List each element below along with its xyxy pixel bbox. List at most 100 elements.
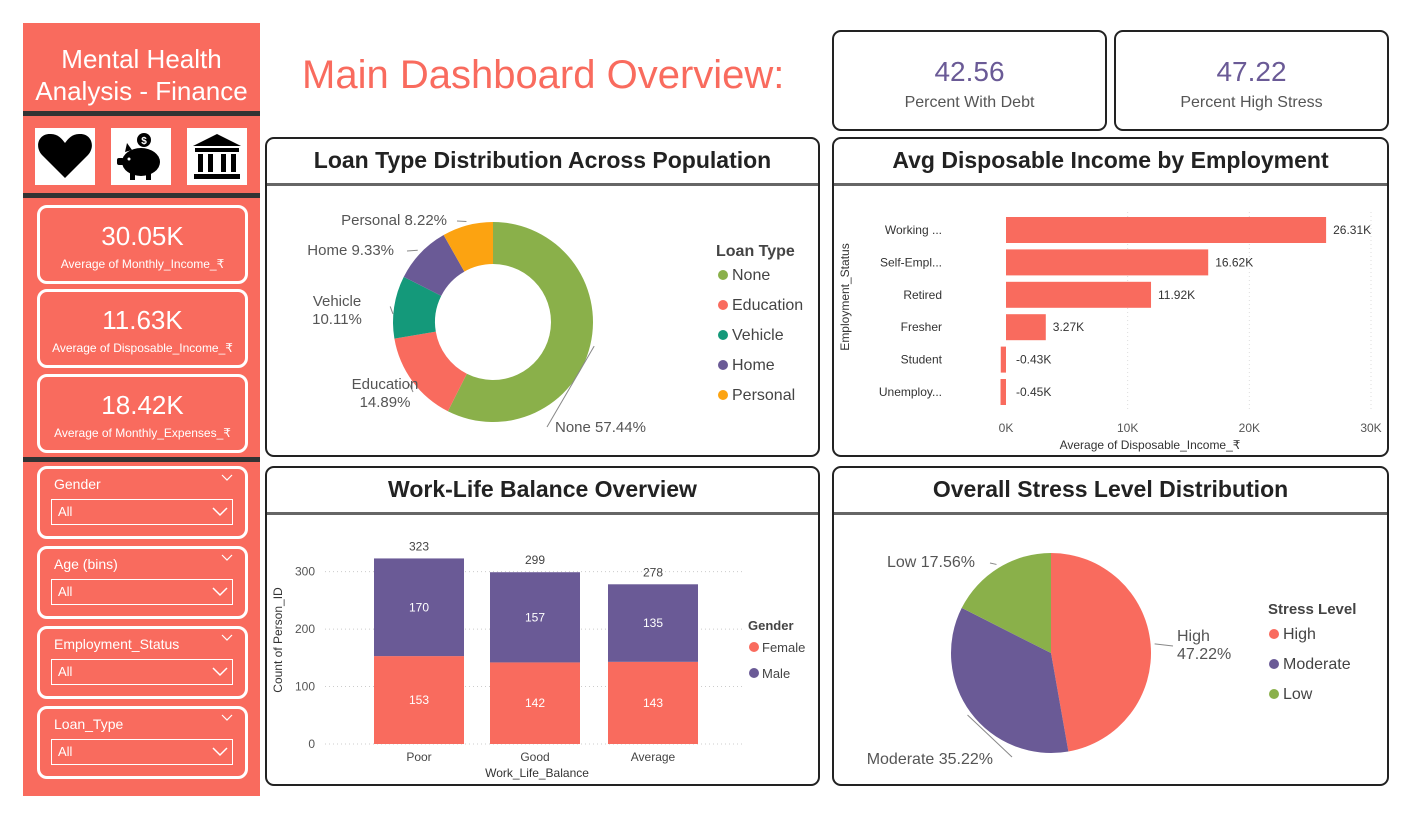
y-tick-label: Unemploy...	[879, 385, 942, 399]
legend-marker	[718, 300, 728, 310]
leader-line	[546, 345, 595, 428]
app-title: Mental Health Analysis - Finance	[23, 43, 260, 107]
work-life-stacked-bar-chart: 0 100 200 300 153 170 323 Poor 142 157 299 Good 143 1…	[271, 539, 805, 780]
legend-title: Loan Type	[716, 243, 795, 260]
legend-item-personal: Personal	[732, 387, 795, 404]
legend-marker	[1269, 629, 1279, 639]
chevron-down-icon[interactable]	[221, 553, 233, 563]
kpi-label: Average of Disposable_Income_₹	[52, 341, 233, 355]
segment-label: 153	[409, 693, 429, 707]
slicer-dropdown[interactable]: All	[51, 579, 233, 605]
kpi-value: 30.05K	[101, 221, 184, 251]
y-axis-title: Count of Person_ID	[271, 587, 285, 693]
bar-5	[1000, 379, 1006, 405]
x-tick-label: Good	[520, 750, 549, 764]
divider	[23, 193, 260, 198]
x-axis-title: Average of Disposable_Income_₹	[1060, 438, 1241, 452]
leader-line	[967, 714, 1013, 758]
legend-item-high: High	[1283, 626, 1316, 643]
pie-slice-low	[961, 553, 1051, 653]
slicer-dropdown[interactable]: All	[51, 739, 233, 765]
legend-title: Stress Level	[1268, 601, 1356, 618]
slice-label: 14.89%	[360, 394, 411, 411]
kpi-card-disposable-income: 11.63K Average of Disposable_Income_₹	[37, 289, 248, 368]
bar-male-poor	[374, 558, 464, 657]
card-label: Percent High Stress	[1180, 94, 1323, 111]
data-label: 3.27K	[1053, 320, 1084, 334]
pie-slice-moderate	[951, 607, 1069, 753]
disposable-income-panel: Avg Disposable Income by Employment 0K 10…	[832, 137, 1389, 457]
y-tick-label: 300	[295, 565, 315, 579]
slicer-dropdown[interactable]: All	[51, 499, 233, 525]
chevron-down-icon[interactable]	[221, 473, 233, 483]
donut-slice-none	[447, 222, 593, 423]
chevron-down-icon[interactable]	[211, 585, 229, 597]
pie-slice-high	[1051, 553, 1151, 752]
app-title-line2: Analysis - Finance	[35, 76, 248, 106]
chart-title: Overall Stress Level Distribution	[932, 476, 1289, 502]
legend-item-female: Female	[762, 640, 805, 655]
title-divider	[267, 183, 818, 186]
disposable-income-bar-chart: 0K 10K 20K 30K Working ... 26.31K Self-Empl...…	[838, 212, 1382, 452]
app-title-line1: Mental Health	[61, 44, 222, 74]
sidebar: Mental Health Analysis - Finance $	[23, 23, 260, 796]
chevron-down-icon[interactable]	[221, 713, 233, 723]
x-axis-title: Work_Life_Balance	[485, 766, 589, 780]
chevron-down-icon[interactable]	[221, 633, 233, 643]
work-life-panel: Work-Life Balance Overview 0 100 200 300 153…	[265, 466, 820, 786]
x-tick-label: 10K	[1117, 421, 1138, 435]
x-tick-label: Average	[631, 750, 676, 764]
card-percent-with-debt: 42.56 Percent With Debt	[832, 30, 1107, 131]
slice-label: Low 17.56%	[887, 554, 975, 571]
stress-level-panel: Overall Stress Level Distribution High 47…	[832, 466, 1389, 786]
chevron-down-icon[interactable]	[211, 665, 229, 677]
x-tick-label: Poor	[406, 750, 431, 764]
chevron-down-icon[interactable]	[211, 505, 229, 517]
legend-marker	[1269, 659, 1279, 669]
data-label: -0.43K	[1016, 353, 1051, 367]
bar-female-good	[490, 662, 580, 744]
chevron-down-icon[interactable]	[211, 745, 229, 757]
slicer-value: All	[58, 744, 73, 759]
y-tick-label: 100	[295, 680, 315, 694]
slicer-value: All	[58, 584, 73, 599]
donut-slice-education	[394, 331, 467, 412]
legend-marker	[749, 668, 759, 678]
bar-female-poor	[374, 656, 464, 744]
leader-line	[406, 249, 418, 252]
chart-title: Work-Life Balance Overview	[388, 476, 697, 502]
y-tick-label: Self-Empl...	[880, 255, 942, 269]
data-label: 11.92K	[1158, 288, 1195, 302]
slicer-loan-type[interactable]: Loan_Type All	[37, 706, 248, 779]
slicer-title: Age (bins)	[54, 556, 118, 572]
slice-label: Vehicle	[313, 293, 361, 310]
heart-icon	[35, 128, 95, 185]
card-label: Percent With Debt	[904, 94, 1035, 111]
y-tick-label: 0	[308, 737, 315, 751]
legend-marker	[1269, 689, 1279, 699]
x-tick-label: 20K	[1239, 421, 1260, 435]
bar-1	[1006, 249, 1209, 276]
legend-item-low: Low	[1283, 686, 1313, 703]
slicer-employment-status[interactable]: Employment_Status All	[37, 626, 248, 699]
total-label: 278	[643, 565, 663, 579]
slicer-title: Gender	[54, 476, 101, 492]
leader-line	[989, 562, 997, 565]
legend-marker	[718, 330, 728, 340]
slicer-value: All	[58, 664, 73, 679]
slicer-gender[interactable]: Gender All	[37, 466, 248, 539]
slicer-age-bins[interactable]: Age (bins) All	[37, 546, 248, 619]
donut-slice-home	[403, 235, 465, 296]
slicer-dropdown[interactable]: All	[51, 659, 233, 685]
bar-2	[1006, 281, 1152, 308]
leader-line	[1154, 643, 1174, 647]
donut-slice-vehicle	[393, 276, 442, 339]
slice-label: Personal 8.22%	[341, 212, 447, 229]
segment-label: 135	[643, 616, 663, 630]
divider	[23, 457, 260, 462]
legend-item-education: Education	[732, 297, 803, 314]
segment-label: 170	[409, 600, 429, 614]
card-value: 42.56	[934, 56, 1005, 87]
slicer-title: Employment_Status	[54, 636, 180, 652]
